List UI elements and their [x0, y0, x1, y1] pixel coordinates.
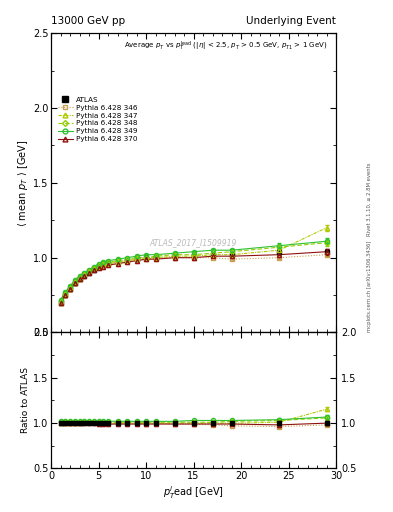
Y-axis label: $\langle$ mean $p_T$ $\rangle$ [GeV]: $\langle$ mean $p_T$ $\rangle$ [GeV] — [16, 139, 30, 227]
Legend: ATLAS, Pythia 6.428 346, Pythia 6.428 347, Pythia 6.428 348, Pythia 6.428 349, P: ATLAS, Pythia 6.428 346, Pythia 6.428 34… — [57, 97, 138, 142]
X-axis label: $p_T^l{\rm ead}$ [GeV]: $p_T^l{\rm ead}$ [GeV] — [163, 484, 224, 501]
Text: mcplots.cern.ch [arXiv:1306.3436]: mcplots.cern.ch [arXiv:1306.3436] — [367, 241, 372, 332]
Text: Average $p_T$ vs $p_T^{\rm lead}$ ($|\eta|$ < 2.5, $p_T$ > 0.5 GeV, $p_{T1}$ > 1: Average $p_T$ vs $p_T^{\rm lead}$ ($|\et… — [124, 39, 327, 53]
Text: 13000 GeV pp: 13000 GeV pp — [51, 16, 125, 26]
Text: Rivet 3.1.10, ≥ 2.8M events: Rivet 3.1.10, ≥ 2.8M events — [367, 163, 372, 237]
Text: ATLAS_2017_I1509919: ATLAS_2017_I1509919 — [150, 238, 237, 247]
Y-axis label: Ratio to ATLAS: Ratio to ATLAS — [21, 368, 30, 434]
Text: Underlying Event: Underlying Event — [246, 16, 336, 26]
